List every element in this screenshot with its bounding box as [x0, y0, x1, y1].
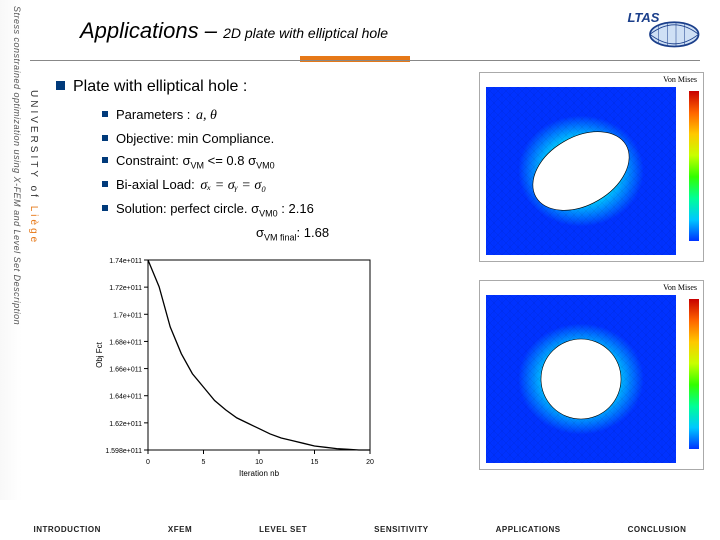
- bullet-icon: [102, 135, 108, 141]
- sub: VM0: [259, 208, 278, 218]
- footer-item: SENSITIVITY: [368, 525, 434, 534]
- sub: VM final: [264, 233, 297, 243]
- bullet-icon: [56, 81, 65, 90]
- header-accent: [300, 56, 410, 62]
- val: 2.16: [289, 201, 314, 216]
- item-text: <= 0.8 σ: [204, 153, 256, 168]
- svg-text:1.598e+011: 1.598e+011: [105, 448, 142, 455]
- list-item: Objective: min Compliance.: [102, 128, 466, 150]
- item-text: Parameters :: [116, 107, 190, 122]
- item-text: Constraint: σ: [116, 153, 191, 168]
- footer-item: LEVEL SET: [253, 525, 313, 534]
- list-item: Parameters : a, θ: [102, 104, 466, 128]
- item-text: :: [278, 201, 289, 216]
- svg-text:1.64e+011: 1.64e+011: [109, 394, 142, 401]
- svg-text:Obj Fct: Obj Fct: [95, 341, 104, 368]
- sim-circle: Von Mises: [479, 280, 704, 470]
- sub: VM: [191, 160, 205, 170]
- formula: σₓ = σᵧ = σ₀: [198, 174, 268, 198]
- sim-ellipse: Von Mises: [479, 72, 704, 262]
- header-rule: [30, 60, 700, 61]
- footer-nav: INTRODUCTION XFEM LEVEL SET SENSITIVITY …: [0, 525, 720, 534]
- bullet-list: Parameters : a, θ Objective: min Complia…: [102, 104, 466, 221]
- univ-accent: Liège: [28, 206, 39, 245]
- footer-item: CONCLUSION: [622, 525, 693, 534]
- bullet-icon: [102, 205, 108, 211]
- mid: :: [297, 225, 304, 240]
- svg-text:20: 20: [366, 459, 374, 466]
- title-main: Applications –: [80, 18, 223, 43]
- footer-item: XFEM: [162, 525, 198, 534]
- list-item: Bi-axial Load: σₓ = σᵧ = σ₀: [102, 174, 466, 198]
- slide-title: Applications – 2D plate with elliptical …: [80, 18, 388, 44]
- sim-title: Von Mises: [663, 283, 697, 292]
- svg-text:1.74e+011: 1.74e+011: [109, 258, 142, 265]
- item-text: Bi-axial Load:: [116, 177, 195, 192]
- svg-text:Iteration nb: Iteration nb: [239, 469, 280, 478]
- univ-text: UNIVERSITY of: [28, 90, 39, 206]
- svg-text:1.66e+011: 1.66e+011: [109, 367, 142, 374]
- bullet-icon: [102, 181, 108, 187]
- colorbar: [689, 299, 699, 449]
- svg-text:10: 10: [255, 459, 263, 466]
- formula: a, θ: [194, 104, 219, 128]
- val: 1.68: [304, 225, 329, 240]
- svg-text:15: 15: [311, 459, 319, 466]
- svg-text:1.62e+011: 1.62e+011: [109, 421, 142, 428]
- section-title-text: Plate with elliptical hole :: [73, 78, 247, 95]
- svg-text:0: 0: [146, 459, 150, 466]
- list-item: Constraint: σVM <= 0.8 σVM0: [102, 150, 466, 174]
- title-sub: 2D plate with elliptical hole: [223, 25, 388, 41]
- bullet-icon: [102, 157, 108, 163]
- list-item: Solution: perfect circle. σVM0 : 2.16: [102, 198, 466, 222]
- section-title: Plate with elliptical hole :: [56, 78, 466, 96]
- svg-text:LTAS: LTAS: [627, 10, 659, 25]
- sym: σ: [256, 225, 264, 240]
- colorbar: [689, 91, 699, 241]
- svg-text:1.68e+011: 1.68e+011: [109, 339, 142, 346]
- svg-text:1.7e+011: 1.7e+011: [113, 312, 142, 319]
- svg-text:1.72e+011: 1.72e+011: [109, 285, 142, 292]
- sub: VM0: [256, 160, 275, 170]
- university-label: UNIVERSITY of Liège: [28, 90, 39, 245]
- ltas-logo: LTAS: [624, 10, 702, 50]
- left-caption: Stress constrained optimization using X-…: [0, 0, 22, 500]
- extra-line: σVM final: 1.68: [256, 225, 466, 243]
- item-text: Solution: perfect circle. σ: [116, 201, 259, 216]
- footer-item: APPLICATIONS: [490, 525, 567, 534]
- content-block: Plate with elliptical hole : Parameters …: [56, 78, 466, 243]
- item-text: Objective: min Compliance.: [116, 131, 274, 146]
- sim-title: Von Mises: [663, 75, 697, 84]
- svg-text:5: 5: [202, 459, 206, 466]
- footer-item: INTRODUCTION: [28, 525, 107, 534]
- convergence-chart: 1.74e+011 1.72e+011 1.7e+011 1.68e+011 1.66e…: [90, 250, 380, 480]
- bullet-icon: [102, 111, 108, 117]
